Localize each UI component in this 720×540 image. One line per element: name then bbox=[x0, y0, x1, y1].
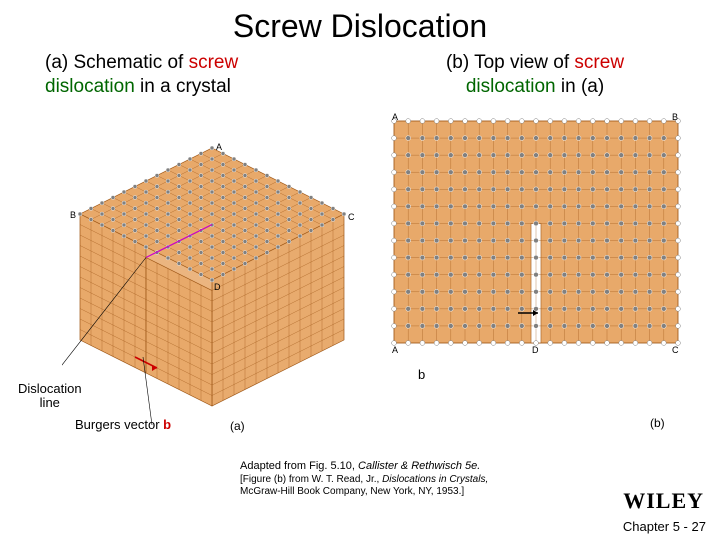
label-burgers-b: b bbox=[163, 417, 171, 432]
svg-text:A: A bbox=[392, 113, 398, 122]
label-dislocation-line: Dislocation line bbox=[18, 382, 82, 411]
svg-text:C: C bbox=[348, 212, 355, 222]
caption-b-screw: screw bbox=[574, 52, 624, 73]
figure-a-svg: A C B D bbox=[62, 113, 362, 433]
credit-line-2b: Dislocations in Crystals, bbox=[382, 474, 488, 485]
caption-b-prefix: (b) Top view of bbox=[446, 52, 574, 73]
credits: Adapted from Fig. 5.10, Callister & Reth… bbox=[240, 460, 580, 499]
svg-text:A: A bbox=[216, 142, 222, 152]
caption-b-suffix: in (a) bbox=[556, 76, 605, 97]
credit-line-2: [Figure (b) from W. T. Read, Jr., Disloc… bbox=[240, 474, 580, 487]
page-title: Screw Dislocation bbox=[0, 0, 720, 45]
credit-line-1: Adapted from Fig. 5.10, Callister & Reth… bbox=[240, 460, 580, 474]
caption-a-dislocation: dislocation bbox=[45, 76, 135, 97]
marker-a: (a) bbox=[230, 419, 245, 433]
credit-line-2a: [Figure (b) from W. T. Read, Jr., bbox=[240, 474, 382, 485]
svg-text:D: D bbox=[214, 282, 221, 292]
caption-a-prefix: (a) Schematic of bbox=[45, 52, 189, 73]
caption-a-suffix: in a crystal bbox=[135, 76, 231, 97]
caption-a: (a) Schematic of screw dislocation in a … bbox=[45, 51, 345, 99]
svg-text:D: D bbox=[532, 345, 539, 355]
brand-logo: WILEY bbox=[623, 488, 704, 514]
footer: Chapter 5 - 27 bbox=[623, 519, 706, 534]
label-burgers-prefix: Burgers vector bbox=[75, 417, 163, 432]
caption-b-dislocation: dislocation bbox=[466, 76, 556, 97]
caption-a-screw: screw bbox=[189, 52, 239, 73]
svg-text:B: B bbox=[70, 210, 76, 220]
figure-a: A C B D bbox=[62, 113, 362, 438]
footer-label: Chapter 5 - bbox=[623, 519, 688, 534]
figure-b-svg: A B C D A bbox=[386, 113, 686, 373]
svg-text:A: A bbox=[392, 345, 398, 355]
credit-line-1a: Adapted from Fig. 5.10, bbox=[240, 460, 358, 472]
label-b-arrow: b bbox=[418, 367, 425, 382]
figure-b: A B C D A bbox=[386, 113, 686, 378]
figures-area: A C B D A B C D A Dislocation line Burgers vect… bbox=[0, 99, 720, 439]
marker-b: (b) bbox=[650, 416, 665, 430]
label-burgers-vector: Burgers vector b bbox=[75, 417, 171, 432]
label-dislocation-line-2: line bbox=[40, 395, 60, 410]
credit-line-1b: Callister & Rethwisch 5e. bbox=[358, 460, 480, 472]
svg-text:C: C bbox=[672, 345, 679, 355]
label-dislocation-line-1: Dislocation bbox=[18, 381, 82, 396]
caption-b: (b) Top view of screw dislocation in (a) bbox=[400, 51, 670, 99]
svg-text:B: B bbox=[672, 113, 678, 122]
credit-line-3: McGraw-Hill Book Company, New York, NY, … bbox=[240, 486, 580, 499]
footer-page: 27 bbox=[692, 519, 706, 534]
captions-row: (a) Schematic of screw dislocation in a … bbox=[0, 45, 720, 99]
